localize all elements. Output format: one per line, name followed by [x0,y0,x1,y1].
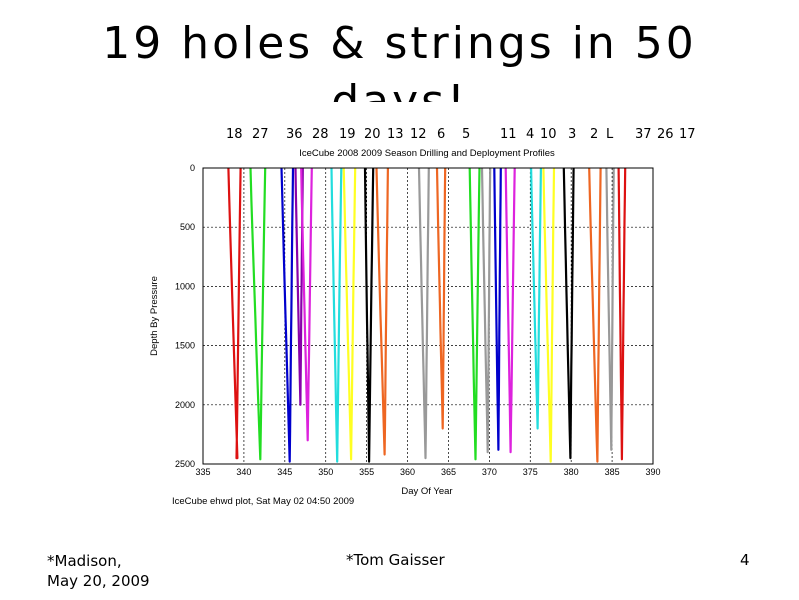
series-line-15 [504,167,516,454]
x-tick-label: 345 [277,467,292,477]
hole-label: 4 [526,127,535,142]
series-line-5 [300,167,313,442]
series-line-6 [330,167,343,463]
hole-label: 11 [500,127,517,142]
x-tick-label: 335 [195,467,210,477]
hole-label: 12 [410,127,427,142]
x-tick-label: 360 [400,467,415,477]
series-line-17 [542,167,556,463]
slide-title-line-1: 19 holes & strings in 50 [102,18,697,69]
y-tick-label: 0 [190,163,195,173]
y-tick-label: 1000 [175,281,195,291]
x-tick-label: 380 [564,467,579,477]
hole-label: 3 [568,127,577,142]
hole-label: 36 [286,127,303,142]
hole-label: 18 [226,127,243,142]
chart-series-layer [227,167,627,463]
footer-date: May 20, 2009 [47,572,150,590]
x-tick-label: 365 [441,467,456,477]
hole-label: 13 [387,127,404,142]
series-line-12 [468,167,481,461]
x-axis-ticks: 335 340 345 350 355 360 365 370 375 380 385 390 [195,467,660,477]
y-tick-label: 2500 [175,459,195,469]
y-tick-label: 1500 [175,341,195,351]
series-line-20 [605,167,615,451]
x-tick-label: 390 [645,467,660,477]
footer-left: *Madison, May 20, 2009 [47,551,150,591]
series-line-7 [342,167,357,461]
hole-label: 20 [364,127,381,142]
chart-title: IceCube 2008 2009 Season Drilling and De… [299,148,555,159]
series-line-8 [363,167,375,463]
hole-label: 17 [679,127,696,142]
series-line-19 [588,167,602,463]
hole-label: 5 [462,127,471,142]
y-tick-label: 500 [180,222,195,232]
x-tick-label: 370 [482,467,497,477]
x-axis-label: Day Of Year [401,486,452,497]
hole-label: 37 [635,127,652,142]
plot-frame [202,167,654,465]
chart-footnote: IceCube ehwd plot, Sat May 02 04:50 2009 [172,496,354,507]
footer-author: *Tom Gaisser [346,551,445,569]
slide-title-line-2: days! [331,76,468,102]
hole-label: 27 [252,127,269,142]
x-tick-label: 350 [318,467,333,477]
hole-label: L [606,127,614,142]
footer-location: *Madison, [47,552,122,570]
slide-title-clip: 19 holes & strings in 50 days! [0,0,799,102]
y-axis-ticks: 0 500 1000 1500 2000 2500 [175,163,195,469]
series-line-10 [417,167,430,460]
hole-label: 26 [657,127,674,142]
x-tick-label: 375 [523,467,538,477]
series-line-21 [617,167,627,461]
page-number: 4 [740,551,750,569]
series-line-3 [280,167,295,463]
series-line-1 [227,167,242,460]
slide-title: 19 holes & strings in 50 days! [0,18,799,102]
x-tick-label: 340 [236,467,251,477]
series-line-2 [249,167,267,461]
series-line-9 [375,167,389,456]
series-line-16 [530,167,542,430]
hole-label: 2 [590,127,599,142]
series-line-13 [480,167,492,454]
hole-label: 10 [540,127,557,142]
series-line-14 [493,167,502,451]
hole-label: 19 [339,127,356,142]
hole-label: 6 [437,127,446,142]
x-tick-label: 385 [605,467,620,477]
y-axis-label: Depth By Pressure [149,276,160,356]
series-line-11 [435,167,447,430]
x-tick-label: 355 [359,467,374,477]
series-line-18 [562,167,575,460]
y-tick-label: 2000 [175,400,195,410]
hole-label: 28 [312,127,329,142]
